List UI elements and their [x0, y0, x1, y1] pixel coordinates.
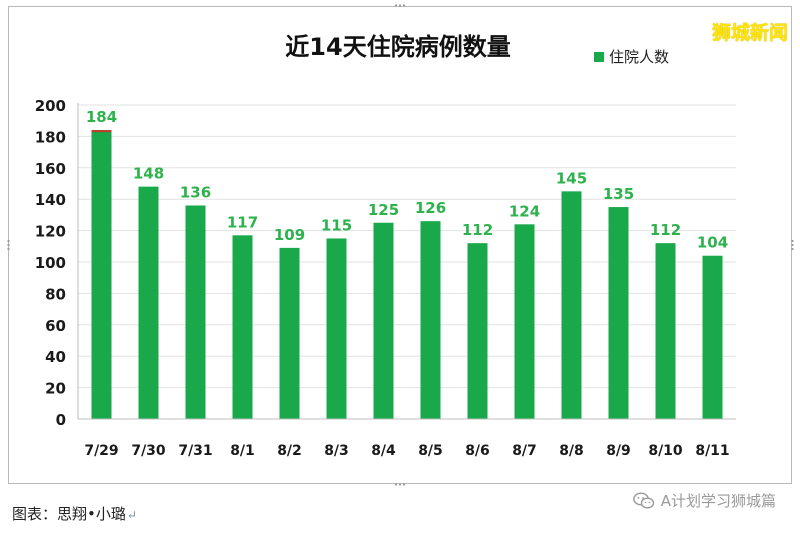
axes: 0 20 40 60 80 100 120 140 160 180 200 7/29 7/30 7/31 8…: [35, 97, 736, 459]
x-tick-label: 8/9: [606, 443, 631, 459]
bar: [373, 222, 394, 419]
chart-caption: 图表：思翔•小璐↵: [12, 503, 137, 524]
x-tick-label: 7/29: [84, 443, 118, 459]
data-label: 136: [180, 183, 211, 201]
caption-text: 图表：思翔•小璐: [12, 505, 126, 523]
y-tick-label: 200: [35, 97, 66, 115]
watermark-logo: 狮城新闻: [711, 22, 788, 44]
x-tick-label: 8/8: [559, 443, 584, 459]
data-label: 125: [368, 201, 399, 219]
bar: [138, 186, 159, 419]
gridlines: [78, 104, 736, 389]
y-tick-label: 180: [35, 128, 66, 146]
x-tick-label: 8/4: [371, 443, 396, 459]
y-tick-label: 40: [45, 348, 66, 366]
data-label: 115: [321, 216, 352, 234]
x-tick-label: 8/2: [277, 443, 302, 459]
legend-swatch: [594, 52, 604, 62]
bar: [185, 205, 206, 419]
y-tick-label: 0: [56, 411, 66, 429]
data-label: 109: [274, 226, 305, 244]
x-tick-label: 8/1: [230, 443, 255, 459]
bars: [91, 130, 723, 419]
legend: 住院人数: [594, 48, 669, 66]
bar: [279, 247, 300, 419]
y-tick-label: 100: [35, 254, 66, 272]
data-label: 124: [509, 202, 540, 220]
x-tick-label: 7/30: [131, 443, 166, 459]
data-label: 184: [86, 108, 117, 126]
bar: [467, 243, 488, 419]
bar: [561, 191, 582, 419]
data-label: 148: [133, 165, 164, 183]
resize-handle-bottom[interactable]: [394, 482, 406, 487]
data-label: 126: [415, 199, 446, 217]
brand-footer: A计划学习狮城篇: [632, 490, 776, 511]
return-mark: ↵: [126, 508, 137, 522]
bar: [608, 207, 629, 419]
x-tick-label: 8/3: [324, 443, 349, 459]
y-tick-label: 60: [45, 317, 66, 335]
y-tick-label: 120: [35, 223, 66, 241]
y-tick-label: 80: [45, 285, 66, 303]
bar: [420, 221, 441, 419]
data-label: 104: [697, 234, 728, 252]
x-tick-label: 8/11: [695, 443, 729, 459]
resize-handle-left[interactable]: [6, 239, 11, 251]
data-labels: 184 148 136 117 109 115 125 126 112 124 145 135 112 1…: [86, 108, 728, 252]
legend-label: 住院人数: [609, 48, 669, 66]
bar: [514, 224, 535, 419]
x-tick-label: 8/6: [465, 443, 490, 459]
data-label: 135: [603, 185, 634, 203]
wechat-icon: [632, 491, 654, 509]
data-label: 117: [227, 213, 258, 231]
bar: [655, 243, 676, 419]
y-tick-label: 160: [35, 160, 66, 178]
chart-title: 近14天住院病例数量: [285, 33, 510, 61]
y-tick-label: 140: [35, 191, 66, 209]
resize-handle-top[interactable]: [394, 3, 406, 8]
x-tick-label: 7/31: [178, 443, 212, 459]
brand-text: A计划学习狮城篇: [660, 492, 776, 510]
x-tick-label: 8/5: [418, 443, 443, 459]
y-tick-label: 20: [45, 380, 66, 398]
bar-top-segment: [91, 130, 112, 133]
resize-handle-right[interactable]: [790, 239, 795, 251]
bar: [232, 235, 253, 419]
bar: [326, 238, 347, 419]
x-tick-label: 8/7: [512, 443, 537, 459]
bar: [91, 130, 112, 419]
data-label: 112: [462, 221, 493, 239]
x-tick-label: 8/10: [648, 443, 683, 459]
data-label: 112: [650, 221, 681, 239]
bar: [702, 255, 723, 419]
data-label: 145: [556, 169, 587, 187]
